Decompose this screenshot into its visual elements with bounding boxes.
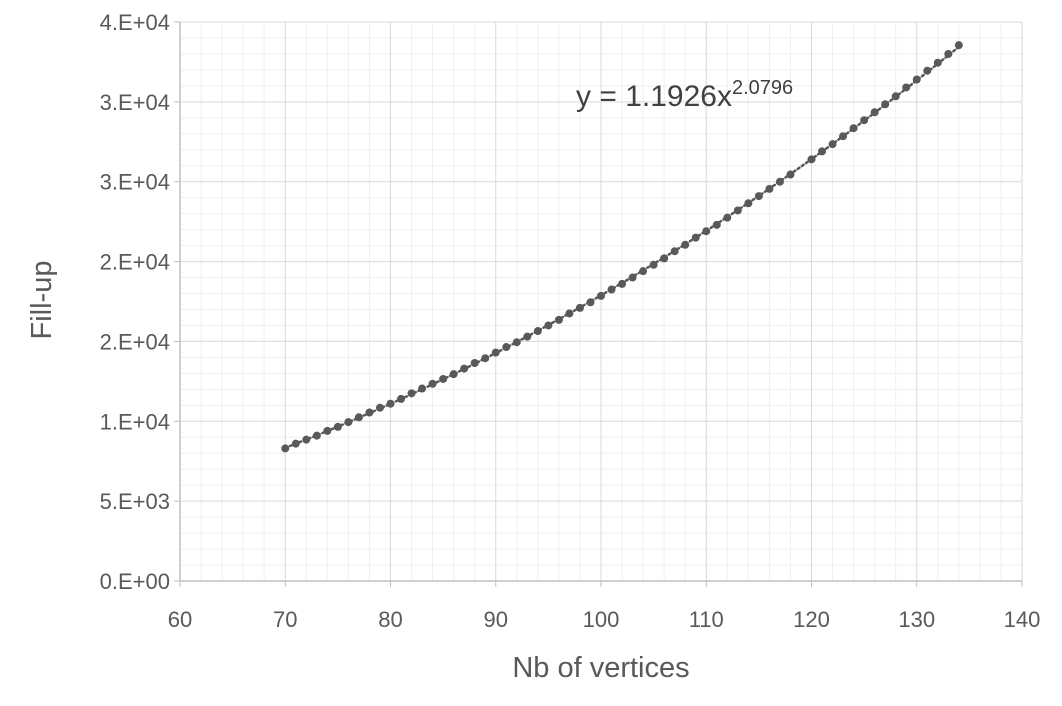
- data-point: [744, 199, 753, 208]
- y-tick-label: 4.E+04: [100, 10, 170, 35]
- data-point: [639, 267, 648, 276]
- data-point: [902, 83, 911, 92]
- data-point: [365, 408, 374, 417]
- y-tick-label: 2.E+04: [100, 250, 170, 275]
- x-tick-label: 90: [484, 607, 508, 632]
- data-point: [575, 303, 584, 312]
- data-point: [344, 418, 353, 427]
- x-tick-label: 80: [378, 607, 402, 632]
- x-tick-label: 120: [793, 607, 830, 632]
- data-point: [386, 399, 395, 408]
- data-point: [491, 348, 500, 357]
- data-point: [786, 170, 795, 179]
- y-tick-label: 3.E+04: [100, 170, 170, 195]
- data-point: [397, 394, 406, 403]
- x-tick-label: 110: [689, 607, 724, 632]
- data-point: [618, 279, 627, 288]
- data-point: [849, 124, 858, 133]
- data-point: [628, 273, 637, 282]
- data-point: [723, 213, 732, 222]
- data-point: [702, 227, 711, 236]
- data-point: [302, 435, 311, 444]
- y-tick-label: 0.E+00: [100, 569, 170, 594]
- data-point: [818, 147, 827, 156]
- data-point: [375, 403, 384, 412]
- trendline-equation-base: y = 1.1926x: [576, 80, 732, 113]
- data-point: [418, 384, 427, 393]
- x-axis-tick-labels: 60 70 80 90 100 110 120 130 140: [168, 607, 1041, 632]
- data-point: [544, 321, 553, 330]
- data-point: [449, 370, 458, 379]
- x-tick-label: 60: [168, 607, 192, 632]
- data-point: [712, 220, 721, 229]
- data-point: [807, 155, 816, 164]
- data-point: [660, 254, 669, 263]
- trendline-equation-exponent: 2.0796: [732, 77, 793, 99]
- data-point: [291, 439, 300, 448]
- data-point: [428, 379, 437, 388]
- data-point: [512, 338, 521, 347]
- data-point: [565, 309, 574, 318]
- data-point: [586, 298, 595, 307]
- data-point: [765, 184, 774, 193]
- y-tick-label: 1.E+04: [100, 409, 170, 434]
- data-point: [944, 49, 953, 58]
- data-point: [554, 315, 563, 324]
- data-point: [470, 358, 479, 367]
- data-point: [439, 374, 448, 383]
- data-point: [754, 192, 763, 201]
- data-point: [775, 177, 784, 186]
- data-point: [533, 327, 542, 336]
- y-tick-label: 2.E+04: [100, 329, 170, 354]
- x-tick-label: 70: [273, 607, 297, 632]
- data-point: [923, 66, 932, 75]
- data-point: [954, 41, 963, 50]
- data-point: [607, 285, 616, 294]
- data-point: [691, 233, 700, 242]
- x-tick-label: 100: [583, 607, 620, 632]
- data-point: [523, 332, 532, 341]
- data-point: [670, 247, 679, 256]
- y-tick-label: 5.E+03: [100, 489, 170, 514]
- data-point: [323, 426, 332, 435]
- data-point: [333, 422, 342, 431]
- data-point: [481, 354, 490, 363]
- data-point: [828, 140, 837, 149]
- data-point: [649, 260, 658, 269]
- data-point: [354, 413, 363, 422]
- data-point: [281, 444, 290, 453]
- x-axis-title: Nb of vertices: [512, 652, 689, 684]
- data-point: [870, 108, 879, 117]
- data-point: [460, 364, 469, 373]
- data-point: [891, 92, 900, 101]
- data-points: [281, 41, 963, 453]
- data-point: [912, 75, 921, 84]
- data-point: [502, 343, 511, 352]
- data-point: [860, 116, 869, 125]
- data-point: [933, 58, 942, 67]
- data-point: [733, 206, 742, 215]
- data-point: [681, 240, 690, 249]
- y-axis-tick-labels: 0.E+00 5.E+03 1.E+04 2.E+04 2.E+04 3.E+04 3.E+…: [100, 10, 170, 594]
- data-point: [597, 291, 605, 300]
- data-point: [881, 100, 890, 109]
- data-point: [407, 389, 416, 398]
- x-tick-label: 130: [898, 607, 935, 632]
- y-axis-title: Fill-up: [26, 261, 58, 340]
- axes: [174, 21, 1023, 587]
- trendline-equation: y = 1.1926x2.0796: [576, 77, 793, 113]
- data-point: [312, 431, 321, 440]
- x-tick-label: 140: [1004, 607, 1041, 632]
- y-tick-label: 3.E+04: [100, 90, 170, 115]
- data-point: [839, 132, 848, 141]
